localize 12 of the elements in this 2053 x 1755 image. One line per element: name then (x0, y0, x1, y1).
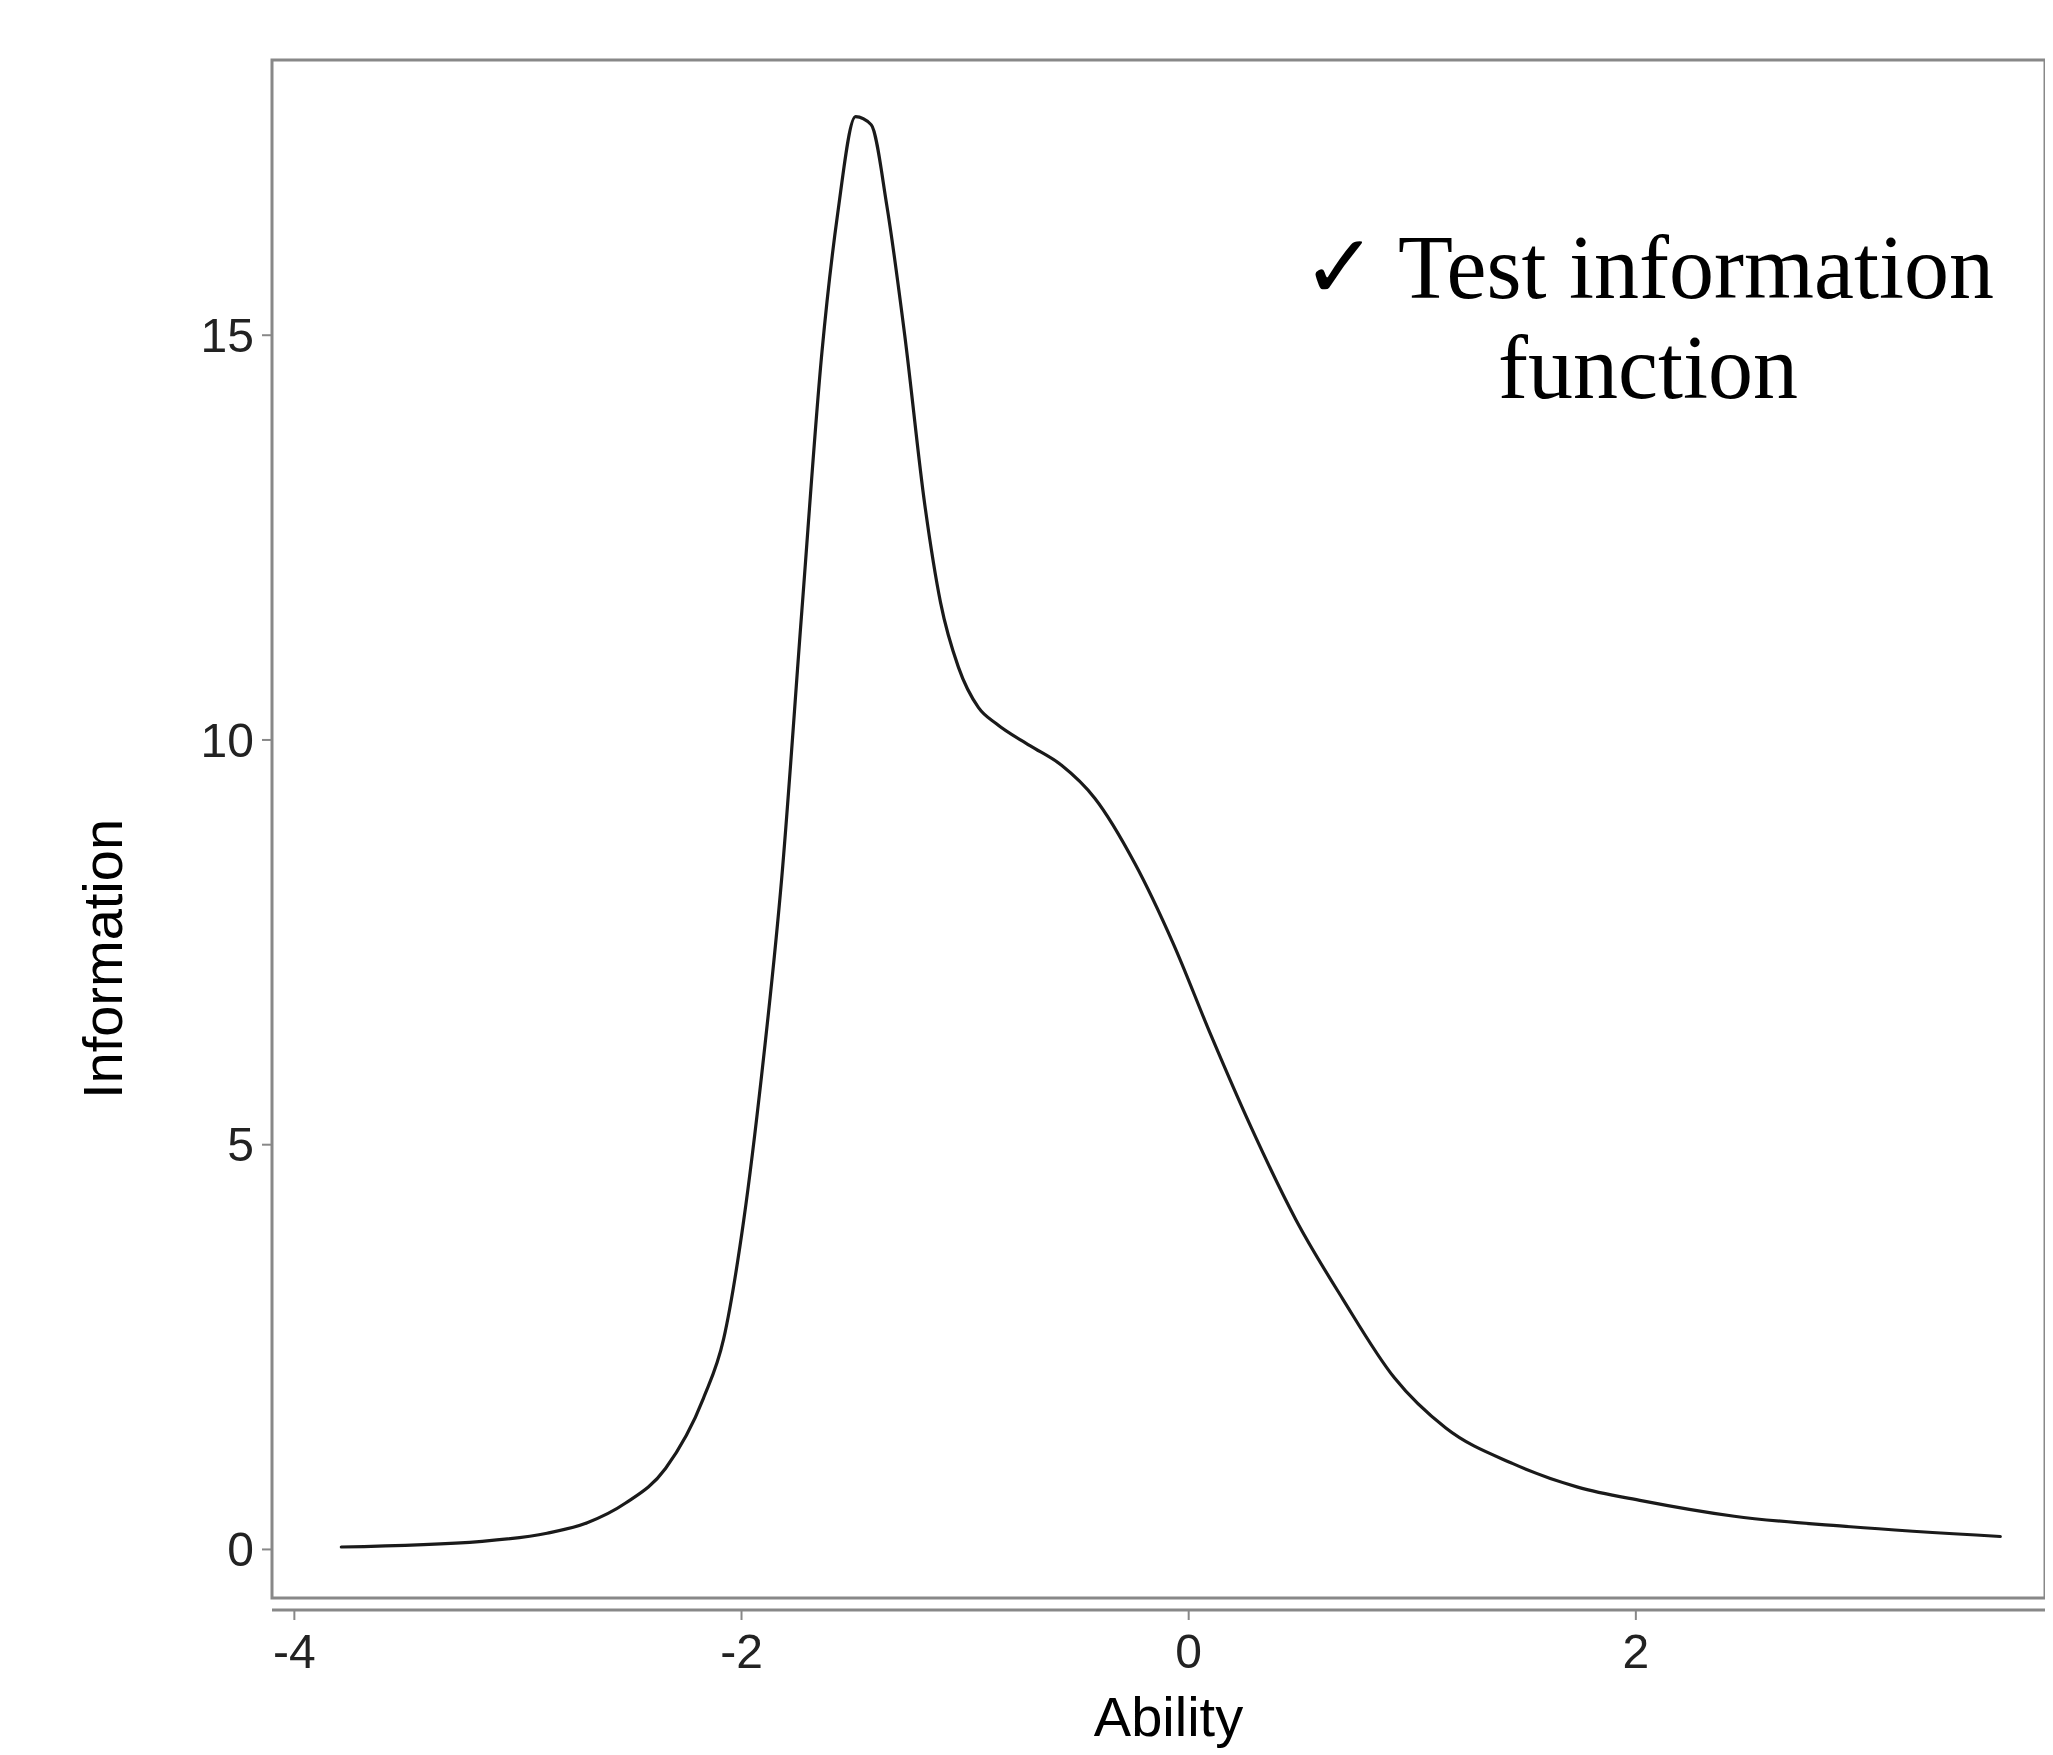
y-tick-label: 10 (200, 713, 254, 767)
y-tick-label: 5 (227, 1118, 254, 1172)
y-tick-label: 0 (227, 1523, 254, 1577)
x-tick-label: -2 (720, 1625, 763, 1678)
annotation: ✓ Test information function (1302, 218, 1994, 417)
x-tick-label: 2 (1622, 1625, 1650, 1678)
y-axis-title: Information (71, 818, 134, 1100)
y-tick-label: 15 (200, 309, 254, 363)
x-axis-title: Ability (1093, 1685, 1244, 1748)
x-tick-label: 0 (1175, 1625, 1203, 1678)
x-tick-label: -4 (273, 1625, 316, 1678)
line-series (339, 115, 2002, 1549)
